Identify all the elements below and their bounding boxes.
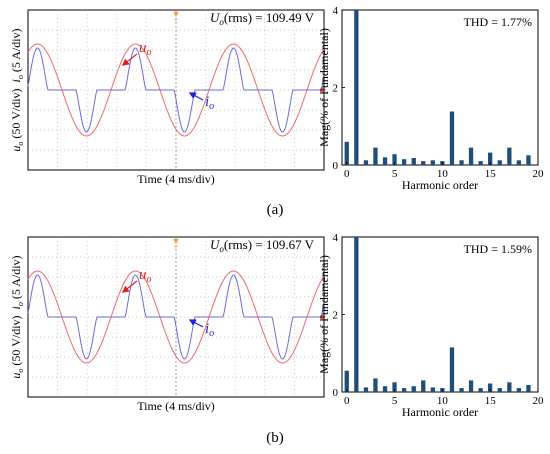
- panel-b: ▼ T Uo(rms) = 109.67 V uo io uo (50 V/di…: [9, 232, 544, 446]
- harmonic-bar: [344, 141, 349, 166]
- channel-marker: [320, 88, 324, 92]
- x-tick-label: 20: [533, 395, 545, 407]
- channel-marker: [320, 315, 324, 319]
- trigger-marker: ▼: [172, 236, 181, 246]
- harmonic-bar: [449, 111, 455, 165]
- voltage-label: uo: [139, 40, 152, 58]
- harmonic-bar: [430, 387, 435, 392]
- voltage-waveform: [27, 270, 325, 364]
- harmonic-bar: [459, 388, 464, 392]
- current-waveform: [27, 47, 325, 133]
- harmonic-bar: [488, 152, 493, 165]
- harmonic-bar: [516, 160, 521, 165]
- scope-x-label: Time (4 ms/div): [137, 399, 215, 413]
- scope-x-label: Time (4 ms/div): [137, 172, 215, 186]
- thd-readout: THD = 1.77%: [464, 15, 532, 29]
- harmonic-bar: [411, 386, 416, 392]
- harmonic-bar: [507, 382, 512, 392]
- scope-y-label: uo (50 V/div)io (5 A/div): [9, 255, 25, 378]
- harmonic-bar: [373, 378, 378, 392]
- harmonic-bar: [497, 160, 502, 165]
- rms-readout: Uo(rms) = 109.67 V: [210, 237, 315, 254]
- y-tick-label: 4: [333, 232, 339, 244]
- y-tick-label: 2: [333, 310, 339, 322]
- voltage-waveform: [27, 43, 325, 137]
- spectrum-x-label: Harmonic order: [402, 405, 478, 419]
- trigger-label: T: [174, 246, 178, 252]
- harmonic-bar: [402, 159, 407, 165]
- current-label: io: [205, 321, 214, 339]
- harmonic-bar: [382, 157, 388, 166]
- harmonic-bar: [421, 380, 426, 392]
- harmonic-bar: [526, 155, 531, 165]
- harmonic-bar: [382, 386, 388, 392]
- current-waveform: [27, 274, 325, 360]
- x-tick-label: 5: [392, 168, 398, 180]
- harmonic-bar: [363, 160, 369, 165]
- harmonic-bar: [411, 158, 416, 165]
- harmonic-bar: [392, 382, 397, 392]
- spectrum-a: 0 5 10 15 20 0 2 4 Harmonic order Mag(% of Fundam…: [317, 5, 544, 192]
- x-tick-label: 10: [437, 395, 449, 407]
- harmonic-bar: [354, 237, 359, 392]
- current-label: io: [205, 94, 214, 112]
- current-arrow: [188, 92, 204, 101]
- voltage-arrow: [121, 53, 138, 66]
- trigger-label: T: [174, 19, 178, 25]
- harmonic-bar: [344, 370, 349, 392]
- harmonic-bar: [421, 161, 426, 165]
- y-tick-label: 0: [333, 387, 339, 399]
- panel-a: ▼ T Uo(rms) = 109.49 V uo io uo (50 V/di…: [9, 5, 544, 218]
- harmonic-bar: [468, 147, 474, 165]
- harmonic-bar: [354, 10, 359, 165]
- spectrum-frame: [341, 9, 539, 166]
- thd-readout: THD = 1.59%: [464, 242, 532, 256]
- scope-y-label: uo (50 V/div)io (5 A/div): [9, 28, 25, 151]
- panel-label-a: (a): [267, 202, 284, 218]
- x-tick-label: 15: [485, 395, 497, 407]
- voltage-label: uo: [139, 267, 152, 285]
- harmonic-bar: [430, 160, 435, 165]
- x-tick-label: 10: [437, 168, 449, 180]
- current-arrow: [188, 319, 204, 328]
- harmonic-bar: [478, 388, 483, 392]
- x-tick-label: 0: [344, 168, 350, 180]
- harmonic-bar: [449, 347, 455, 392]
- harmonic-bar: [468, 380, 474, 392]
- scope-a: ▼ T Uo(rms) = 109.49 V uo io uo (50 V/di…: [9, 9, 325, 186]
- spectrum-b: 0 5 10 15 20 0 2 4 Harmonic order Mag(% of Fundam…: [317, 232, 544, 419]
- harmonic-bar: [363, 387, 369, 392]
- x-tick-label: 0: [344, 395, 350, 407]
- harmonic-bar: [497, 388, 502, 392]
- harmonic-bar: [478, 161, 483, 165]
- trigger-marker: ▼: [172, 9, 181, 19]
- harmonic-bar: [507, 147, 512, 165]
- rms-readout: Uo(rms) = 109.49 V: [210, 10, 315, 27]
- harmonic-bar: [516, 388, 521, 392]
- harmonic-bar: [488, 383, 493, 392]
- spectrum-y-label: Mag(% of Fundamental): [317, 255, 331, 374]
- spectrum-x-label: Harmonic order: [402, 178, 478, 192]
- spectrum-frame: [341, 236, 539, 393]
- y-tick-label: 0: [333, 160, 339, 172]
- x-tick-label: 15: [485, 168, 497, 180]
- y-tick-label: 2: [333, 83, 339, 95]
- x-tick-label: 5: [392, 395, 398, 407]
- x-tick-label: 20: [533, 168, 545, 180]
- harmonic-bar: [526, 385, 531, 392]
- y-tick-label: 4: [333, 5, 339, 17]
- voltage-arrow: [121, 280, 138, 293]
- scope-b: ▼ T Uo(rms) = 109.67 V uo io uo (50 V/di…: [9, 236, 325, 413]
- harmonic-bar: [459, 160, 464, 165]
- spectrum-y-label: Mag(% of Fundamental): [317, 28, 331, 147]
- harmonic-bar: [373, 147, 378, 165]
- harmonic-bar: [402, 388, 407, 392]
- panel-label-b: (b): [266, 430, 284, 446]
- harmonic-bar: [392, 154, 397, 165]
